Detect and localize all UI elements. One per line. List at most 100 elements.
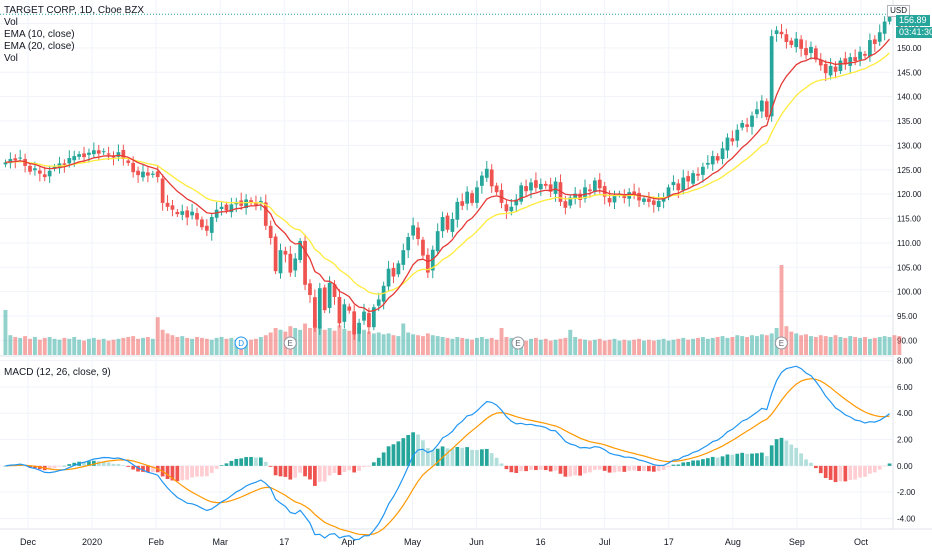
volume-bar <box>445 337 450 355</box>
macd-histogram-bar <box>868 465 872 474</box>
candle-body <box>651 200 656 205</box>
volume-bar <box>136 338 141 355</box>
macd-histogram-bar <box>573 465 578 476</box>
volume-bar <box>823 336 828 355</box>
candle-body <box>558 182 563 202</box>
volume-bar <box>818 335 823 355</box>
candle-body <box>303 240 307 285</box>
candle-body <box>195 213 199 220</box>
volume-bar <box>195 337 199 355</box>
volume-bar <box>175 337 180 355</box>
candle-body <box>214 209 219 218</box>
volume-bar <box>578 338 583 355</box>
volume-bar <box>121 337 126 355</box>
macd-histogram-bar <box>406 434 411 466</box>
event-marker-label: E <box>515 339 520 348</box>
candle-body <box>538 183 543 190</box>
candle-body <box>18 157 23 159</box>
macd-histogram-bar <box>588 465 592 473</box>
candle-body <box>200 219 204 228</box>
macd-histogram-bar <box>568 465 573 477</box>
volume-bar <box>376 332 381 355</box>
time-tick-label: Apr <box>341 537 355 547</box>
price-tick-label: 90.00 <box>897 336 918 345</box>
macd-histogram-bar <box>494 457 499 466</box>
price-tick-label: 150.00 <box>897 44 922 53</box>
macd-histogram-bar <box>484 448 489 466</box>
volume-bar <box>656 339 661 355</box>
volume-bar <box>789 331 794 355</box>
symbol-title[interactable]: TARGET CORP, 1D, Cboe BZX <box>4 5 145 16</box>
macd-histogram-bar <box>313 465 317 486</box>
candle-body <box>322 287 327 311</box>
volume-bar <box>538 339 543 355</box>
volume-bar <box>229 337 234 355</box>
macd-title[interactable]: MACD (12, 26, close, 9) <box>4 367 111 378</box>
candle-body <box>283 250 288 255</box>
macd-histogram-bar <box>303 465 307 477</box>
candle-body <box>376 299 381 306</box>
macd-histogram-bar <box>386 446 391 466</box>
candle-body <box>67 158 72 164</box>
time-tick-label: 16 <box>536 537 546 547</box>
macd-tick-label: 6.00 <box>897 383 913 392</box>
macd-histogram-bar <box>563 465 568 477</box>
candle-body <box>647 198 651 202</box>
macd-histogram-bar <box>249 457 253 466</box>
volume-bar <box>700 337 705 355</box>
macd-histogram-bar <box>872 465 877 473</box>
candle-body <box>568 197 573 206</box>
candle-body <box>750 115 754 127</box>
legend-ema20[interactable]: EMA (20, close) <box>4 41 75 52</box>
volume-bar <box>180 336 185 355</box>
volume-bar <box>779 265 784 355</box>
volume-bar <box>72 337 77 355</box>
event-marker-label: E <box>779 339 784 348</box>
macd-histogram-bar <box>465 447 470 466</box>
candle-body <box>101 151 106 153</box>
macd-histogram-bar <box>597 465 602 470</box>
candle-body <box>666 187 671 198</box>
candle-body <box>263 202 268 226</box>
macd-histogram-bar <box>475 450 479 466</box>
candle-body <box>165 202 170 207</box>
candle-body <box>794 38 799 48</box>
candle-body <box>175 211 180 215</box>
macd-histogram-bar <box>376 457 381 466</box>
macd-histogram-bar <box>592 465 597 470</box>
volume-bar <box>563 337 568 355</box>
time-tick-label: Sep <box>789 537 805 547</box>
countdown-tag: 03:41:30 <box>896 27 932 38</box>
macd-histogram-bar <box>715 457 720 466</box>
legend-vol[interactable]: Vol <box>4 17 18 28</box>
legend-vol-2[interactable]: Vol <box>4 53 18 64</box>
macd-histogram-bar <box>185 465 190 480</box>
volume-bar <box>450 338 455 355</box>
macd-histogram-bar <box>489 453 494 466</box>
volume-bar <box>263 335 268 355</box>
macd-histogram-bar <box>656 465 661 472</box>
macd-tick-label: -4.00 <box>897 514 916 523</box>
legend-ema10[interactable]: EMA (10, close) <box>4 29 75 40</box>
macd-histogram-bar <box>804 459 808 466</box>
candle-body <box>470 193 474 203</box>
volume-bar <box>794 333 799 355</box>
macd-histogram-bar <box>204 465 209 477</box>
macd-histogram-bar <box>141 465 145 472</box>
macd-histogram-bar <box>47 465 52 470</box>
candle-body <box>421 239 425 256</box>
macd-histogram-bar <box>273 465 278 476</box>
volume-bar <box>632 339 637 355</box>
volume-bar <box>720 336 725 355</box>
candle-body <box>435 231 440 252</box>
candle-body <box>656 200 661 208</box>
volume-bar <box>740 336 745 355</box>
volume-bar <box>381 334 386 355</box>
macd-histogram-bar <box>460 447 465 466</box>
macd-histogram-bar <box>268 465 273 467</box>
candle-body <box>661 198 666 202</box>
macd-histogram-bar <box>322 465 327 482</box>
candle-body <box>720 148 725 160</box>
macd-line <box>5 365 890 541</box>
